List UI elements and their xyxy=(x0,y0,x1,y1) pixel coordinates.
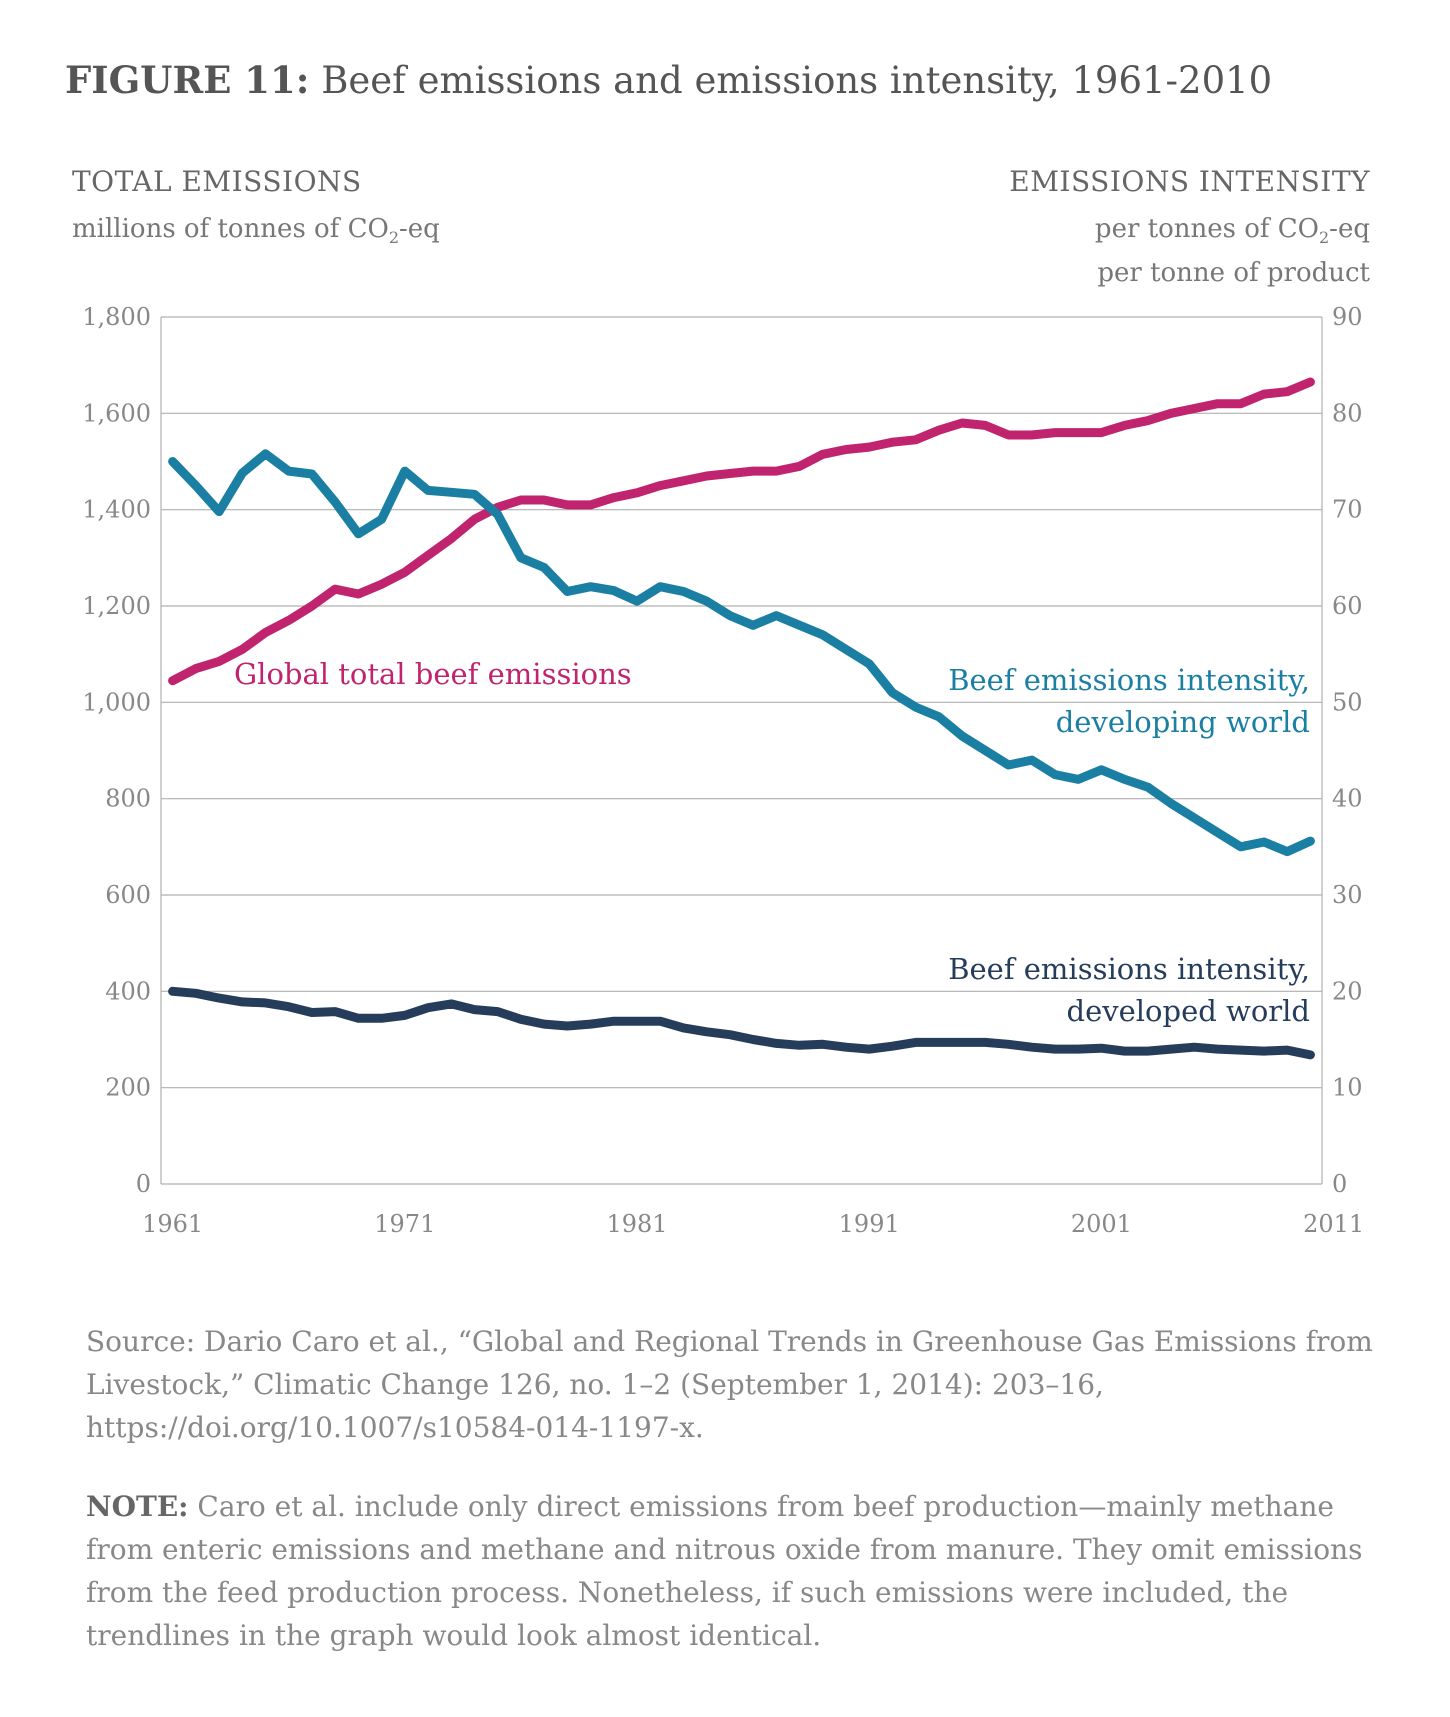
x-tick-label: 2001 xyxy=(1071,1210,1132,1238)
left-tick-label: 1,000 xyxy=(82,688,151,716)
right-axis-unit-line2: per tonne of product xyxy=(1097,258,1370,288)
left-axis-unit-sub: 2 xyxy=(388,228,399,248)
right-tick-label: 50 xyxy=(1332,688,1363,716)
developed-intensity-line xyxy=(168,986,1315,1060)
left-tick-label: 200 xyxy=(105,1074,151,1102)
series-label-developing: developing world xyxy=(1056,705,1310,739)
left-tick-label: 600 xyxy=(105,881,151,909)
developing-intensity-line xyxy=(168,449,1315,857)
right-axis-unit-text: per tonnes of CO xyxy=(1094,214,1319,244)
left-tick-label: 1,400 xyxy=(82,496,151,524)
series-label-developed: Beef emissions intensity, xyxy=(948,952,1310,986)
left-tick-label: 400 xyxy=(105,977,151,1005)
chart-title: FIGURE 11: Beef emissions and emissions … xyxy=(65,58,1272,102)
left-axis-unit-end: -eq xyxy=(399,214,440,244)
x-tick-label: 1961 xyxy=(142,1210,203,1238)
series-label-developed: developed world xyxy=(1067,994,1311,1028)
right-tick-label: 10 xyxy=(1332,1074,1363,1102)
series-label-global: Global total beef emissions xyxy=(234,657,632,691)
right-axis-unit-end: -eq xyxy=(1329,214,1370,244)
right-tick-label: 40 xyxy=(1332,785,1363,813)
right-tick-label: 30 xyxy=(1332,881,1363,909)
note-text: Caro et al. include only direct emission… xyxy=(86,1490,1363,1652)
global-emissions-line xyxy=(168,377,1315,686)
title-text: Beef emissions and emissions intensity, … xyxy=(321,59,1273,102)
x-tick-label: 1981 xyxy=(606,1210,667,1238)
right-tick-label: 60 xyxy=(1332,592,1363,620)
left-tick-label: 800 xyxy=(105,785,151,813)
source-note: Source: Dario Caro et al., “Global and R… xyxy=(86,1325,1373,1444)
right-tick-label: 80 xyxy=(1332,399,1363,427)
left-axis-heading: TOTAL EMISSIONS xyxy=(72,165,362,198)
figure-number: FIGURE 11: xyxy=(65,58,310,102)
left-tick-label: 1,200 xyxy=(82,592,151,620)
note: NOTE: Caro et al. include only direct em… xyxy=(86,1485,1406,1657)
series-label-developing: Beef emissions intensity, xyxy=(948,663,1310,697)
left-axis-unit: millions of tonnes of CO2-eq xyxy=(72,214,440,247)
x-tick-label: 2011 xyxy=(1303,1210,1364,1238)
right-axis-heading: EMISSIONS INTENSITY xyxy=(1009,165,1370,198)
right-axis-unit-line1: per tonnes of CO2-eq xyxy=(1095,214,1370,247)
right-tick-label: 70 xyxy=(1332,496,1363,524)
left-tick-label: 1,600 xyxy=(82,399,151,427)
left-tick-label: 1,800 xyxy=(82,303,151,331)
right-tick-label: 20 xyxy=(1332,977,1363,1005)
right-tick-label: 0 xyxy=(1332,1170,1347,1198)
left-tick-label: 0 xyxy=(136,1170,151,1198)
right-axis-unit-sub: 2 xyxy=(1318,228,1330,248)
x-tick-label: 1991 xyxy=(839,1210,900,1238)
note-label: NOTE: xyxy=(86,1490,189,1523)
line-chart: 0 0 200 10 400 20 600 30 800 40 1,000 50 1,200 60 1,40… xyxy=(82,303,1364,1238)
right-tick-label: 90 xyxy=(1332,303,1363,331)
left-axis-unit-text: millions of tonnes of CO xyxy=(72,214,389,244)
x-tick-label: 1971 xyxy=(374,1210,435,1238)
